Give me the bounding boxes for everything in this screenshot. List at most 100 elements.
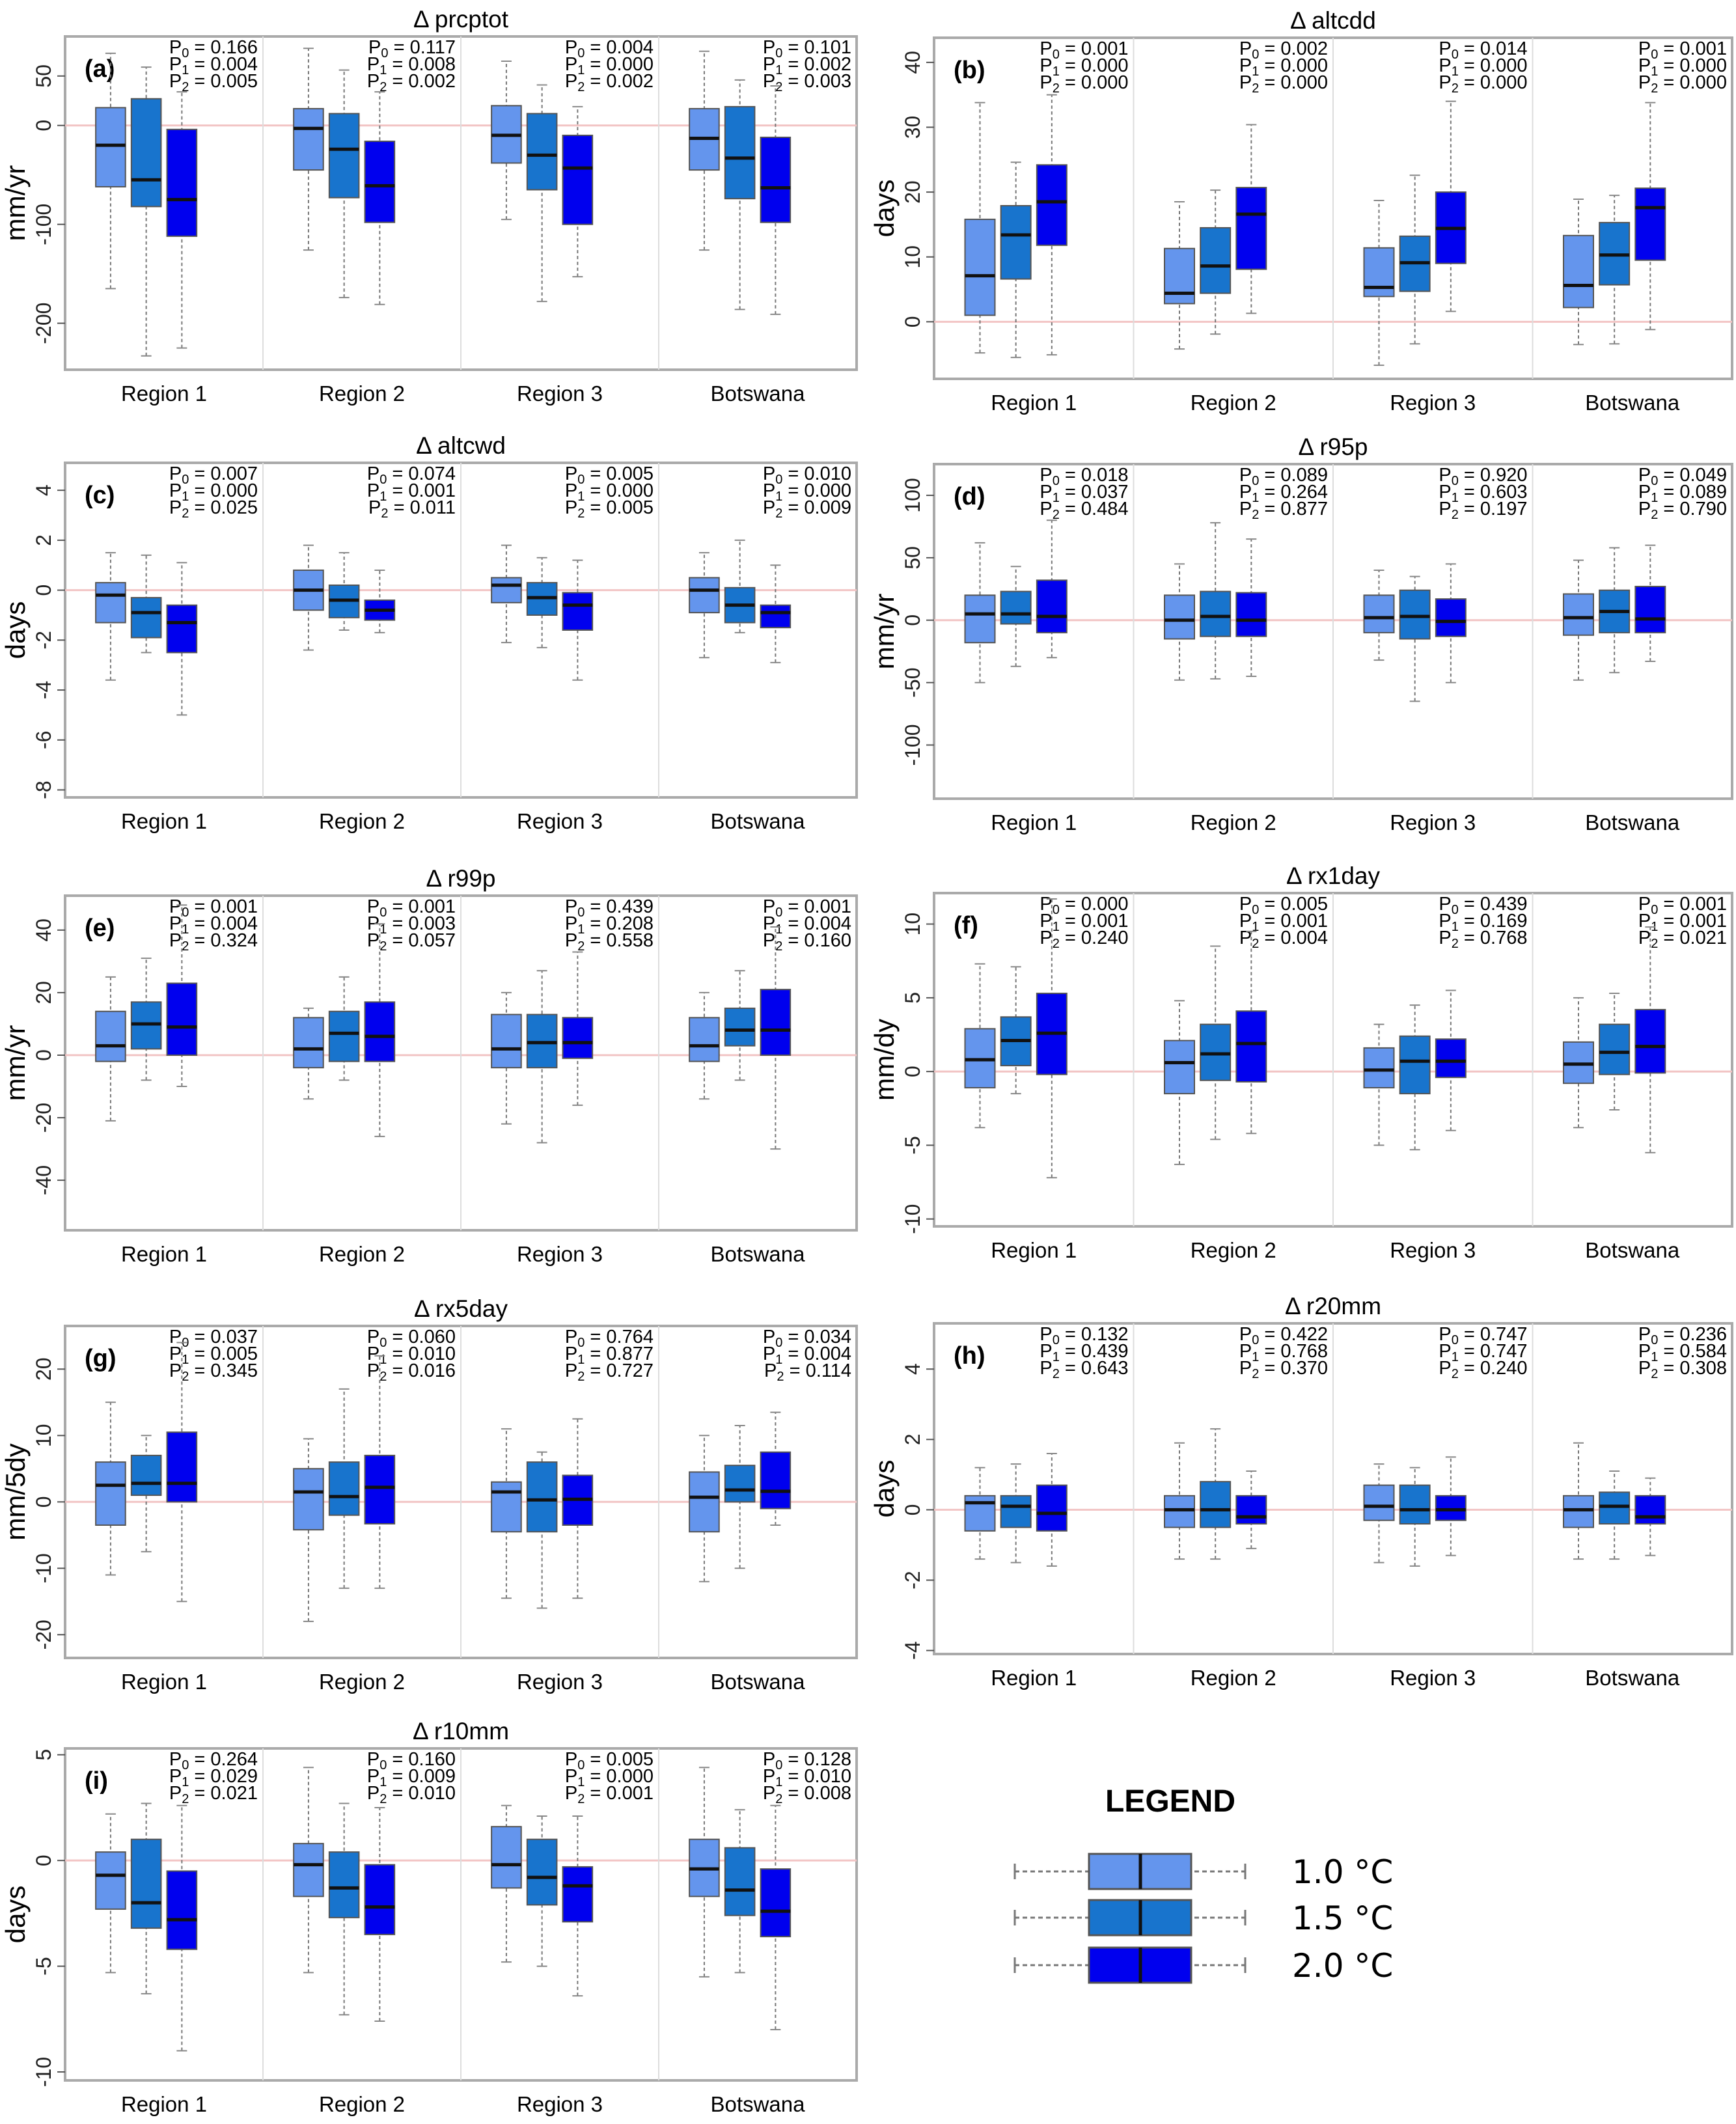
box-1 xyxy=(964,542,996,683)
box-2 xyxy=(526,84,558,303)
box-iqr xyxy=(95,1010,126,1062)
y-tick-label: 0 xyxy=(32,1496,55,1508)
p-value: 0.001 xyxy=(210,896,258,917)
box-1 xyxy=(1363,570,1395,661)
p-value-label: P1 = 0.003 xyxy=(367,913,456,937)
box-2 xyxy=(1399,1467,1431,1567)
box-iqr xyxy=(166,1431,198,1503)
p-value-label: P1 = 0.169 xyxy=(1439,911,1527,934)
p-value: 0.005 xyxy=(1280,894,1328,915)
p-value: 0.197 xyxy=(1480,499,1528,519)
box-1 xyxy=(1164,201,1195,350)
p-value-label: P0 = 0.001 xyxy=(1040,38,1128,62)
category-label: Region 3 xyxy=(1390,391,1476,415)
p-value: 0.002 xyxy=(804,54,851,75)
p-value-label: P2 = 0.484 xyxy=(1040,499,1128,522)
box-2 xyxy=(1200,522,1232,680)
box-3 xyxy=(1634,102,1666,331)
p-value-label: P2 = 0.324 xyxy=(169,930,258,954)
p-value-label: P1 = 0.264 xyxy=(1239,482,1328,505)
box-2 xyxy=(1200,1428,1232,1560)
p-value: 0.264 xyxy=(210,1749,258,1770)
category-label: Region 1 xyxy=(121,809,207,833)
box-iqr xyxy=(526,113,558,191)
box-2 xyxy=(724,539,756,633)
box-1 xyxy=(689,552,720,659)
box-3 xyxy=(1435,989,1467,1131)
box-1 xyxy=(1164,1000,1195,1165)
p-value: 0.169 xyxy=(1480,911,1528,931)
p-value-label: P1 = 0.005 xyxy=(169,1344,258,1367)
p-value-label: P0 = 0.060 xyxy=(367,1327,456,1350)
p-value-label: P2 = 0.016 xyxy=(367,1360,456,1384)
p-value-label: P1 = 0.768 xyxy=(1239,1341,1328,1364)
y-tick-label: 50 xyxy=(32,64,55,88)
p-value-label: P0 = 0.010 xyxy=(763,463,851,487)
y-tick-label: -40 xyxy=(32,1165,55,1195)
box-iqr xyxy=(293,1017,324,1069)
box-3 xyxy=(364,569,396,633)
box-3 xyxy=(760,564,792,663)
box-iqr xyxy=(562,1017,594,1059)
panel-letter: (d) xyxy=(954,483,985,510)
p-value-label: P1 = 0.877 xyxy=(565,1344,654,1367)
box-iqr xyxy=(166,128,198,237)
p-value-label: P1 = 0.000 xyxy=(565,480,654,504)
p-value: 0.236 xyxy=(1679,1324,1727,1345)
legend-item-1: 1.0 °C xyxy=(1013,1853,1393,1891)
y-tick-label: 0 xyxy=(32,1049,55,1061)
p-value: 0.643 xyxy=(1081,1358,1129,1379)
box-1 xyxy=(293,1007,324,1100)
category-label: Botswana xyxy=(1585,1666,1680,1690)
box-2 xyxy=(1000,966,1032,1095)
category-label: Botswana xyxy=(711,1670,806,1694)
p-value: 0.002 xyxy=(1280,38,1328,59)
p-value: 0.000 xyxy=(804,480,851,501)
box-iqr xyxy=(1563,1495,1594,1528)
y-tick-label: -4 xyxy=(32,681,55,699)
p-value: 0.003 xyxy=(408,913,456,934)
box-iqr xyxy=(1634,1008,1666,1074)
y-axis-label: mm/dy xyxy=(869,1019,900,1101)
y-tick-label: 10 xyxy=(32,1424,55,1448)
box-iqr xyxy=(1634,1495,1666,1525)
legend-item-3: 2.0 °C xyxy=(1013,1946,1393,1985)
box-iqr xyxy=(130,98,162,208)
y-axis-label: mm/yr xyxy=(0,165,31,241)
box-iqr xyxy=(1235,592,1267,637)
p-value: 0.000 xyxy=(1679,55,1727,76)
box-2 xyxy=(1200,945,1232,1140)
p-value-label: P2 = 0.001 xyxy=(565,1783,654,1806)
y-tick-label: 0 xyxy=(32,120,55,131)
legend-item-2: 1.5 °C xyxy=(1013,1899,1393,1937)
category-label: Botswana xyxy=(711,1242,806,1266)
y-tick-label: 20 xyxy=(901,180,924,204)
p-value: 0.768 xyxy=(1480,928,1528,948)
p-value-label: P0 = 0.166 xyxy=(169,37,258,61)
p-value: 0.005 xyxy=(606,463,654,484)
box-iqr xyxy=(166,604,198,654)
box-1 xyxy=(95,552,126,681)
box-iqr xyxy=(562,592,594,631)
box-1 xyxy=(95,52,126,290)
box-2 xyxy=(1399,575,1431,702)
p-value-label: P2 = 0.000 xyxy=(1439,72,1527,96)
p-value: 0.025 xyxy=(210,497,258,518)
p-value-label: P2 = 0.114 xyxy=(764,1360,851,1384)
box-iqr xyxy=(724,105,756,200)
y-tick-label: -100 xyxy=(32,204,55,245)
p-value-label: P2 = 0.003 xyxy=(763,71,851,94)
panel-title: Δ altcdd xyxy=(1290,7,1376,34)
p-value: 0.034 xyxy=(804,1327,851,1347)
p-value-label: P0 = 0.764 xyxy=(565,1327,654,1350)
y-tick-label: 0 xyxy=(901,1066,924,1077)
panel-b: Δ altcdd 0 10 20 30 40 days (b) Region 1 P0 = 0.0… xyxy=(869,7,1733,415)
p-value-label: P0 = 0.034 xyxy=(763,1327,851,1350)
p-value-label: P1 = 0.089 xyxy=(1638,482,1727,505)
p-value-label: P0 = 0.074 xyxy=(367,463,456,487)
